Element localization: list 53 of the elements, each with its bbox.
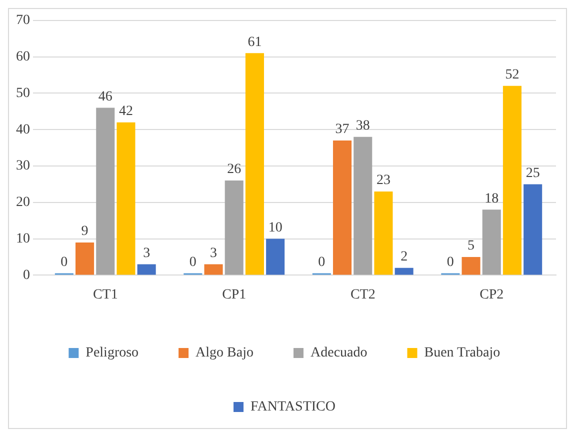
bar xyxy=(76,242,94,275)
x-tick-label: CP1 xyxy=(222,287,246,302)
y-tick-label: 60 xyxy=(16,49,30,64)
data-label: 37 xyxy=(335,122,350,138)
legend-label: Adecuado xyxy=(310,346,368,361)
data-label: 0 xyxy=(60,254,68,270)
data-label: 9 xyxy=(81,224,88,240)
bar xyxy=(333,140,352,275)
data-label: 38 xyxy=(356,118,370,134)
bar xyxy=(374,191,393,275)
data-label: 2 xyxy=(400,250,408,265)
data-label: 0 xyxy=(318,254,326,270)
data-label: 52 xyxy=(505,68,520,83)
legend-label: Algo Bajo xyxy=(196,346,254,361)
bar xyxy=(266,238,285,275)
y-tick-label: 20 xyxy=(16,195,30,210)
y-tick-label: 10 xyxy=(16,231,30,246)
data-label: 23 xyxy=(376,173,390,188)
y-tick-label: 70 xyxy=(16,13,30,28)
y-tick-label: 0 xyxy=(23,268,30,283)
x-tick-label: CT2 xyxy=(350,287,376,302)
bar xyxy=(394,268,414,275)
y-tick-label: 30 xyxy=(16,158,30,174)
y-tick-label: 40 xyxy=(16,122,30,138)
bar xyxy=(482,210,501,275)
data-label: 5 xyxy=(468,238,475,254)
data-label: 25 xyxy=(526,166,540,181)
bar xyxy=(137,264,156,275)
data-label: 26 xyxy=(227,162,242,178)
data-label: 46 xyxy=(98,89,112,104)
data-label: 10 xyxy=(268,220,282,236)
data-label: 3 xyxy=(143,246,150,261)
legend-label: Buen Trabajo xyxy=(424,346,500,361)
data-label: 61 xyxy=(248,34,262,50)
data-label: 0 xyxy=(446,254,454,270)
data-label: 3 xyxy=(210,246,218,261)
x-tick-label: CT1 xyxy=(92,287,118,302)
bar xyxy=(502,86,522,275)
bar xyxy=(96,108,115,275)
bar xyxy=(524,184,542,275)
data-label: 0 xyxy=(189,254,196,270)
data-label: 18 xyxy=(484,191,499,206)
bar xyxy=(224,180,244,275)
bar xyxy=(116,122,136,275)
bar xyxy=(204,264,223,275)
x-tick-label: CP2 xyxy=(480,287,504,302)
bar xyxy=(245,53,264,275)
bar xyxy=(462,257,480,275)
bar xyxy=(354,136,372,275)
legend-label: Peligroso xyxy=(86,346,139,361)
y-tick-label: 50 xyxy=(16,86,30,101)
data-label: 42 xyxy=(118,104,133,119)
legend-label: FANTASTICO xyxy=(250,400,336,415)
